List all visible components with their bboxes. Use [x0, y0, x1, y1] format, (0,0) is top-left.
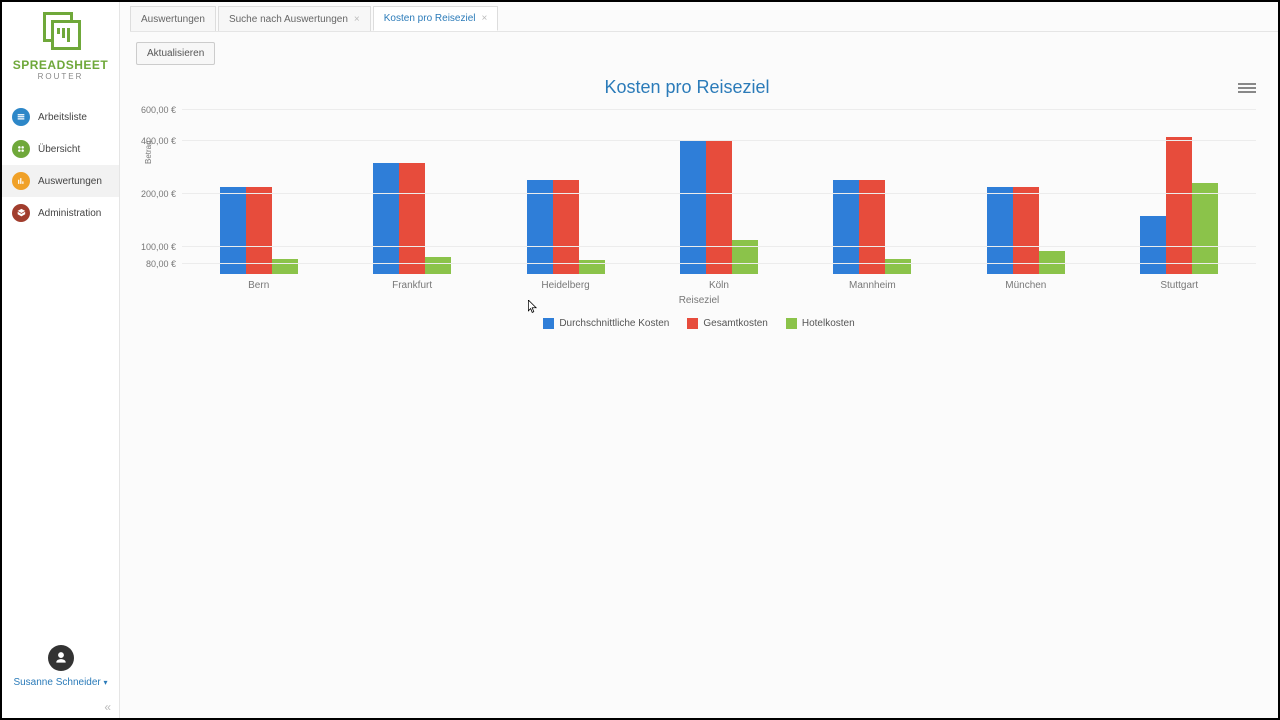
bar[interactable] [246, 187, 272, 274]
main-panel: AuswertungenSuche nach Auswertungen×Kost… [120, 2, 1278, 718]
legend-swatch-icon [687, 318, 698, 329]
toolbar: Aktualisieren [120, 32, 1278, 65]
gridline [182, 193, 1256, 194]
x-axis-labels: Bern Frankfurt Heidelberg Köln Mannheim Münch… [182, 274, 1256, 291]
bar[interactable] [732, 240, 758, 274]
legend-item[interactable]: Hotelkosten [786, 318, 855, 329]
tab-bar: AuswertungenSuche nach Auswertungen×Kost… [130, 6, 1278, 32]
bar[interactable] [527, 180, 553, 274]
legend-label: Durchschnittliche Kosten [559, 318, 669, 329]
tab-1[interactable]: Suche nach Auswertungen × [218, 6, 371, 31]
bar[interactable] [885, 259, 911, 274]
bar[interactable] [1192, 183, 1218, 274]
sidebar-item-übersicht[interactable]: Übersicht [2, 133, 119, 165]
bar[interactable] [553, 180, 579, 274]
nav-icon [12, 140, 30, 158]
tab-0[interactable]: Auswertungen [130, 6, 216, 31]
tab-2[interactable]: Kosten pro Reiseziel × [373, 6, 499, 31]
y-tick-label: 200,00 € [136, 189, 176, 199]
brand-logo: SPREADSHEET ROUTER [2, 2, 119, 95]
bar[interactable] [399, 163, 425, 274]
brand-name: SPREADSHEET [8, 58, 113, 72]
gridline [182, 263, 1256, 264]
bar-group [987, 104, 1065, 274]
y-tick-label: 400,00 € [136, 136, 176, 146]
x-tick-label: Heidelberg [527, 280, 605, 291]
chevron-down-icon: ▾ [104, 678, 108, 687]
bar[interactable] [1013, 187, 1039, 274]
bar[interactable] [425, 257, 451, 274]
x-tick-label: Mannheim [833, 280, 911, 291]
tab-label: Suche nach Auswertungen [229, 14, 348, 25]
bar[interactable] [859, 180, 885, 274]
user-name-label: Susanne Schneider [13, 677, 100, 688]
sidebar-item-label: Übersicht [38, 144, 80, 155]
sidebar-nav: Arbeitsliste Übersicht Auswertungen Adminis… [2, 101, 119, 229]
bar[interactable] [373, 163, 399, 274]
brand-mark-icon [39, 12, 83, 52]
x-tick-label: München [987, 280, 1065, 291]
bar[interactable] [706, 141, 732, 274]
refresh-button[interactable]: Aktualisieren [136, 42, 215, 65]
tab-label: Auswertungen [141, 14, 205, 25]
bar[interactable] [833, 180, 859, 274]
sidebar-item-auswertungen[interactable]: Auswertungen [2, 165, 119, 197]
nav-icon [12, 108, 30, 126]
legend-swatch-icon [786, 318, 797, 329]
x-tick-label: Frankfurt [373, 280, 451, 291]
x-tick-label: Köln [680, 280, 758, 291]
sidebar: SPREADSHEET ROUTER Arbeitsliste Übersicht… [2, 2, 120, 718]
gridline [182, 246, 1256, 247]
y-tick-label: 100,00 € [136, 242, 176, 252]
bar-group [680, 104, 758, 274]
y-tick-label: 80,00 € [136, 259, 176, 269]
bar[interactable] [987, 187, 1013, 274]
bar[interactable] [220, 187, 246, 274]
nav-icon [12, 172, 30, 190]
close-icon[interactable]: × [354, 14, 360, 25]
sidebar-item-label: Administration [38, 208, 101, 219]
gridline [182, 109, 1256, 110]
nav-icon [12, 204, 30, 222]
user-menu[interactable]: Susanne Schneider ▾ [8, 677, 113, 688]
chart-panel: Kosten pro Reiseziel Betrag 80,00 €100,0… [136, 71, 1262, 339]
bar-group [833, 104, 911, 274]
bar[interactable] [272, 259, 298, 274]
sidebar-collapse-button[interactable]: « [2, 696, 119, 718]
bar[interactable] [1166, 137, 1192, 274]
tab-label: Kosten pro Reiseziel [384, 13, 476, 24]
legend-swatch-icon [543, 318, 554, 329]
legend-label: Gesamtkosten [703, 318, 767, 329]
bar-group [220, 104, 298, 274]
bar-group [373, 104, 451, 274]
x-tick-label: Stuttgart [1140, 280, 1218, 291]
legend-label: Hotelkosten [802, 318, 855, 329]
sidebar-item-label: Arbeitsliste [38, 112, 87, 123]
avatar-icon[interactable] [48, 645, 74, 671]
legend-item[interactable]: Durchschnittliche Kosten [543, 318, 669, 329]
gridline [182, 140, 1256, 141]
x-axis-title: Reiseziel [136, 295, 1262, 306]
brand-sub: ROUTER [8, 72, 113, 81]
legend-item[interactable]: Gesamtkosten [687, 318, 767, 329]
sidebar-item-arbeitsliste[interactable]: Arbeitsliste [2, 101, 119, 133]
close-icon[interactable]: × [481, 13, 487, 24]
chart-title: Kosten pro Reiseziel [136, 77, 1238, 98]
chart-legend: Durchschnittliche Kosten Gesamtkosten Hote… [136, 318, 1262, 329]
sidebar-item-administration[interactable]: Administration [2, 197, 119, 229]
chart-menu-button[interactable] [1238, 81, 1256, 95]
y-tick-label: 600,00 € [136, 105, 176, 115]
chart-plot-area: Betrag 80,00 €100,00 €200,00 €400,00 €60… [182, 104, 1256, 274]
sidebar-item-label: Auswertungen [38, 176, 102, 187]
x-tick-label: Bern [220, 280, 298, 291]
bar-group [527, 104, 605, 274]
bar-group [1140, 104, 1218, 274]
bar[interactable] [680, 141, 706, 274]
